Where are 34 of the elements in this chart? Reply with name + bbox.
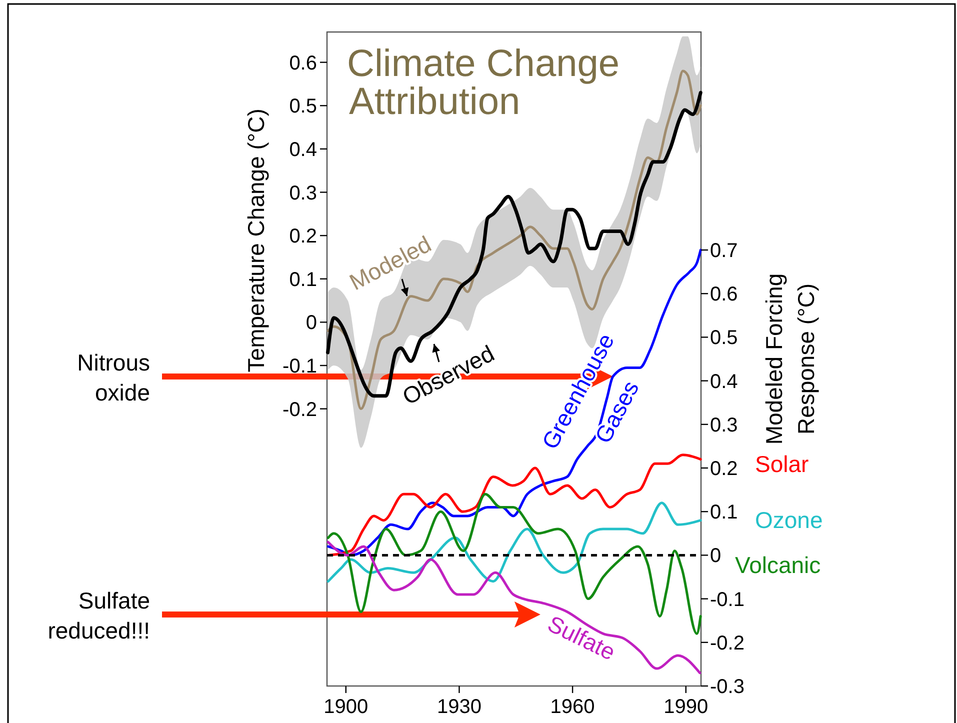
- x-tick-label: 1900: [324, 696, 368, 718]
- text: Volcanic: [735, 552, 821, 578]
- y2-tick-label: 0.6: [710, 284, 738, 306]
- text: Climate Change Attribution: [347, 43, 620, 123]
- y-tick-label: 0: [306, 312, 317, 334]
- y2-tick-label: -0.2: [710, 632, 744, 654]
- text: Solar: [755, 451, 810, 477]
- y-tick-label: 0.4: [289, 138, 317, 161]
- y-tick-label: -0.1: [282, 355, 317, 378]
- y-tick-label: 0.3: [289, 182, 317, 204]
- y2-tick-label: 0.5: [710, 327, 738, 350]
- y2-tick-label: 0.3: [710, 414, 738, 436]
- y2-tick-label: 0.4: [710, 370, 738, 393]
- y-tick-label: -0.2: [282, 398, 317, 421]
- y2-tick-label: 0.7: [710, 240, 738, 262]
- line-series: [326, 540, 702, 674]
- y-tick-label: 0.2: [289, 226, 317, 248]
- x-tick-label: 1960: [550, 696, 595, 718]
- y2-axis-title: Modeled Forcing Response (°C): [761, 273, 819, 445]
- y2-tick-label: 0.1: [710, 502, 738, 524]
- y-tick-label: 0.6: [289, 52, 317, 74]
- y2-tick-label: 0.2: [710, 458, 738, 480]
- y-tick-label: 0.1: [289, 268, 317, 291]
- x-tick-label: 1930: [436, 696, 482, 718]
- text: Nitrous oxide: [77, 349, 150, 406]
- y2-tick-label: -0.3: [710, 676, 744, 698]
- y-tick-label: 0.5: [289, 96, 317, 118]
- y2-tick-label: -0.1: [710, 588, 744, 611]
- line-series: [326, 502, 702, 583]
- y-axis-title: Temperature Change (°C): [243, 108, 269, 372]
- text: Ozone: [755, 507, 823, 533]
- text: Sulfate reduced!!!: [48, 587, 150, 644]
- x-tick-label: 1990: [664, 696, 708, 718]
- y2-tick-label: 0: [710, 545, 722, 568]
